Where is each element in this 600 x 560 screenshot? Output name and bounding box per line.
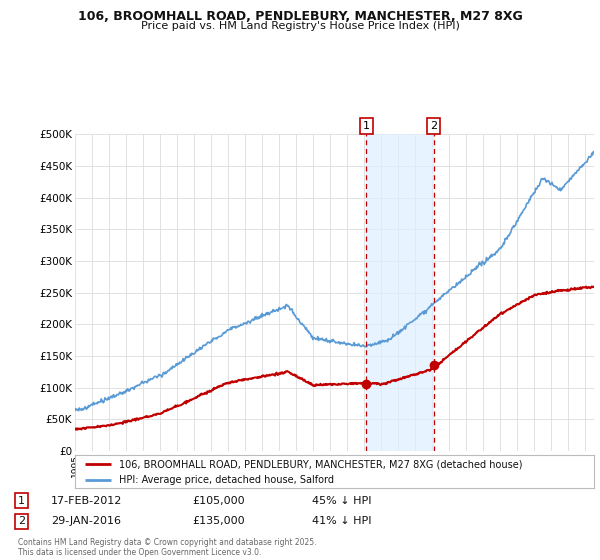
Bar — [367, 134, 434, 451]
Text: 45% ↓ HPI: 45% ↓ HPI — [312, 496, 371, 506]
Text: 17-FEB-2012: 17-FEB-2012 — [51, 496, 122, 506]
Text: HPI: Average price, detached house, Salford: HPI: Average price, detached house, Salf… — [119, 475, 334, 485]
Text: £135,000: £135,000 — [192, 516, 245, 526]
Text: 1: 1 — [363, 121, 370, 131]
Text: 41% ↓ HPI: 41% ↓ HPI — [312, 516, 371, 526]
Text: 106, BROOMHALL ROAD, PENDLEBURY, MANCHESTER, M27 8XG (detached house): 106, BROOMHALL ROAD, PENDLEBURY, MANCHES… — [119, 459, 523, 469]
Text: 2: 2 — [18, 516, 25, 526]
Text: 2: 2 — [430, 121, 437, 131]
Text: Price paid vs. HM Land Registry's House Price Index (HPI): Price paid vs. HM Land Registry's House … — [140, 21, 460, 31]
Text: 106, BROOMHALL ROAD, PENDLEBURY, MANCHESTER, M27 8XG: 106, BROOMHALL ROAD, PENDLEBURY, MANCHES… — [77, 10, 523, 22]
Text: 29-JAN-2016: 29-JAN-2016 — [51, 516, 121, 526]
Text: £105,000: £105,000 — [192, 496, 245, 506]
Text: Contains HM Land Registry data © Crown copyright and database right 2025.
This d: Contains HM Land Registry data © Crown c… — [18, 538, 317, 557]
Text: 1: 1 — [18, 496, 25, 506]
